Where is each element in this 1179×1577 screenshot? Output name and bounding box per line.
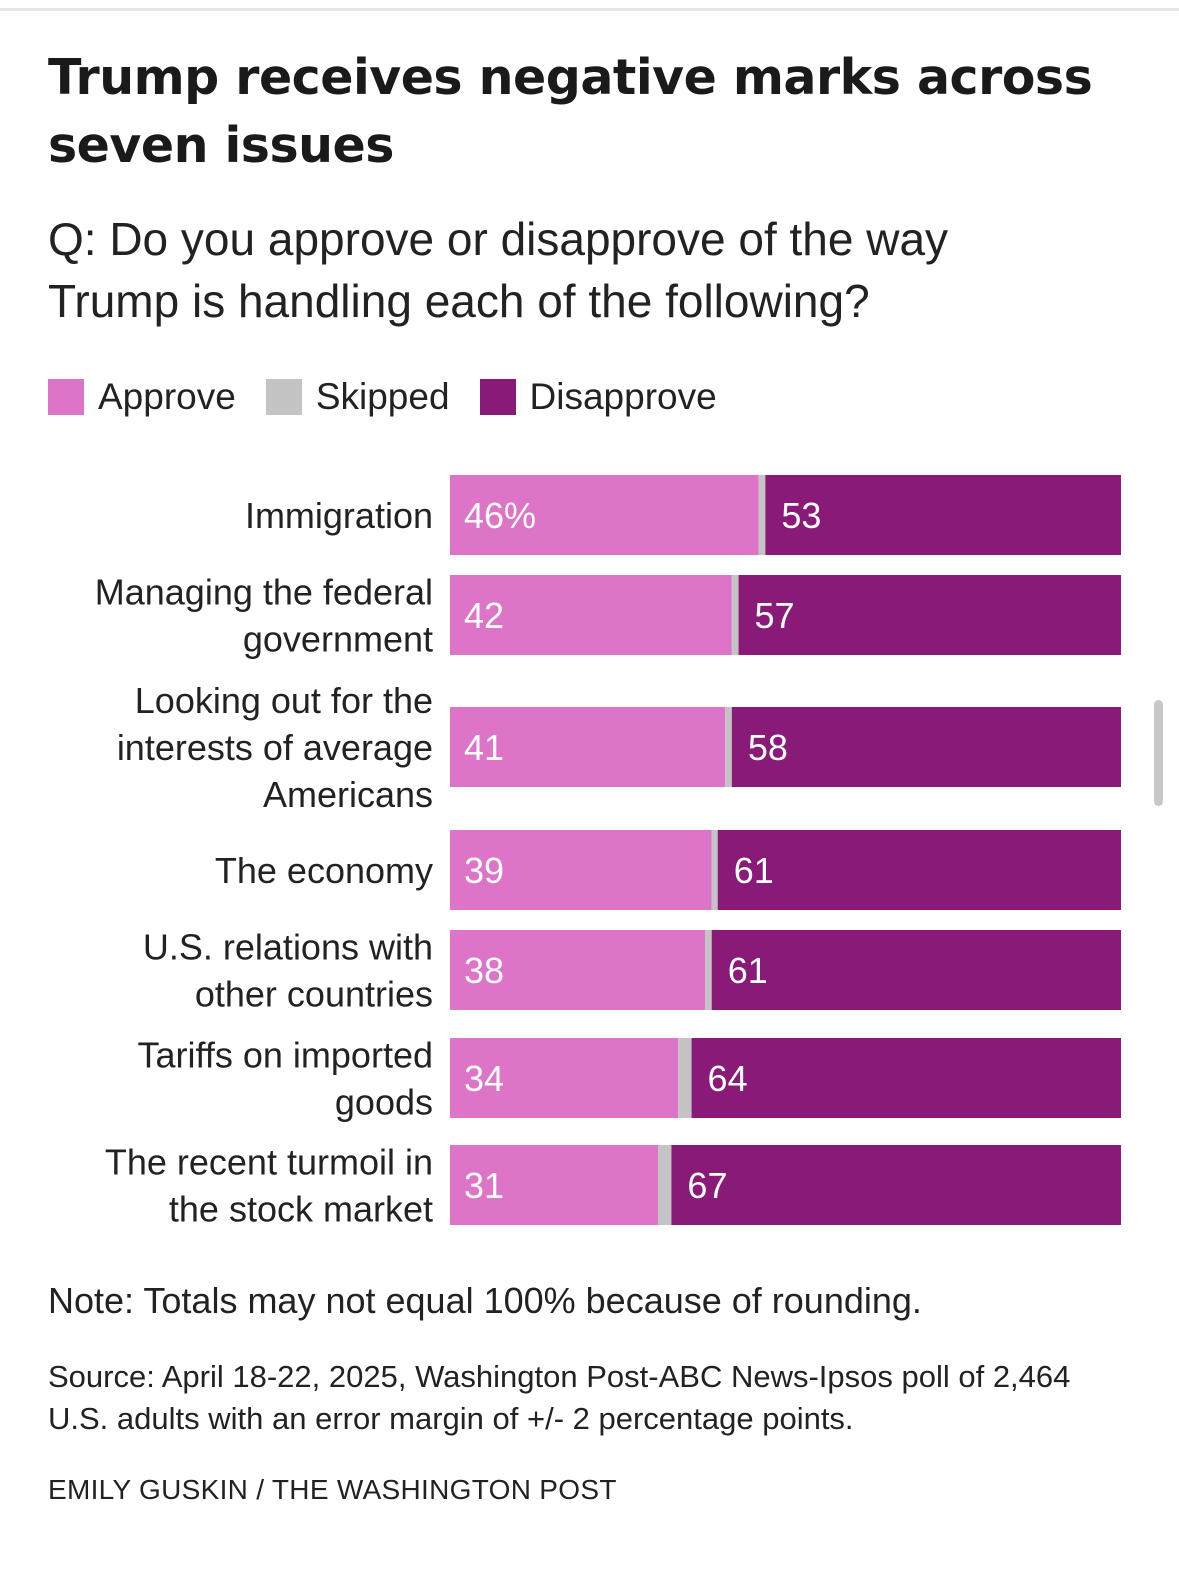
category-label: other countries xyxy=(195,974,433,1015)
category-label: Tariffs on imported xyxy=(138,1035,433,1076)
category-label: Looking out for the xyxy=(135,680,433,721)
legend-swatch-skipped xyxy=(265,379,302,415)
bar-skipped xyxy=(704,930,712,1010)
legend: Approve Skipped Disapprove xyxy=(48,372,747,422)
bar-skipped xyxy=(725,707,732,787)
bar-skipped xyxy=(658,1145,672,1225)
bar-disapprove xyxy=(717,830,1121,910)
bar-skipped xyxy=(731,575,739,655)
value-label-disapprove: 61 xyxy=(734,850,774,891)
bar-disapprove xyxy=(765,475,1121,555)
bar-approve xyxy=(450,707,726,787)
top-rule xyxy=(0,8,1179,11)
value-label-approve: 38 xyxy=(464,950,504,991)
bar-approve xyxy=(450,575,732,655)
legend-label-skipped: Skipped xyxy=(315,376,450,417)
category-label: government xyxy=(243,619,433,660)
category-label: The recent turmoil in xyxy=(105,1142,433,1183)
legend-item-skipped: Skipped xyxy=(265,376,450,418)
bar-skipped xyxy=(758,475,766,555)
legend-label-approve: Approve xyxy=(98,376,236,417)
bar-approve xyxy=(450,475,759,555)
source: Source: April 18-22, 2025, Washington Po… xyxy=(48,1359,1071,1436)
value-label-approve: 41 xyxy=(464,727,504,768)
bar-disapprove xyxy=(731,707,1121,787)
bar-skipped xyxy=(678,1038,692,1118)
category-label: Americans xyxy=(263,774,433,815)
stacked-bar-chart: 46% 53 Immigration 42 57 Managing the federal… xyxy=(95,475,1121,1230)
category-label: Immigration xyxy=(245,495,433,536)
legend-swatch-disapprove xyxy=(479,379,516,415)
bar-approve xyxy=(450,830,712,910)
value-label-disapprove: 64 xyxy=(708,1058,748,1099)
value-label-approve: 42 xyxy=(464,595,504,636)
scrollbar-thumb[interactable] xyxy=(1154,700,1163,806)
category-label: goods xyxy=(335,1082,433,1123)
note: Note: Totals may not equal 100% because … xyxy=(48,1280,922,1321)
bar-disapprove xyxy=(711,930,1121,1010)
value-label-approve: 39 xyxy=(464,850,504,891)
value-label-disapprove: 61 xyxy=(728,950,768,991)
value-label-disapprove: 57 xyxy=(755,595,795,636)
value-label-approve: 31 xyxy=(464,1165,504,1206)
legend-label-disapprove: Disapprove xyxy=(529,376,717,417)
chart-title: Trump receives negative marks across sev… xyxy=(48,49,1093,174)
category-label: Managing the federal xyxy=(95,572,433,613)
bar-approve xyxy=(450,1145,659,1225)
value-label-disapprove: 67 xyxy=(687,1165,727,1206)
value-label-approve: 46% xyxy=(464,495,536,536)
legend-item-approve: Approve xyxy=(48,376,236,418)
legend-item-disapprove: Disapprove xyxy=(479,376,717,418)
value-label-disapprove: 53 xyxy=(781,495,821,536)
bar-disapprove xyxy=(671,1145,1121,1225)
category-label: the stock market xyxy=(169,1189,433,1230)
bar-skipped xyxy=(711,830,718,910)
category-label: U.S. relations with xyxy=(143,927,433,968)
chart-subtitle: Q: Do you approve or disapprove of the w… xyxy=(48,213,949,327)
value-label-disapprove: 58 xyxy=(748,727,788,768)
bar-approve xyxy=(450,1038,679,1118)
bar-disapprove xyxy=(691,1038,1121,1118)
credit: EMILY GUSKIN / THE WASHINGTON POST xyxy=(48,1474,617,1505)
category-label: interests of average xyxy=(117,727,433,768)
legend-swatch-approve xyxy=(48,379,84,415)
bar-disapprove xyxy=(738,575,1121,655)
category-label: The economy xyxy=(215,850,433,891)
value-label-approve: 34 xyxy=(464,1058,504,1099)
bar-approve xyxy=(450,930,705,1010)
